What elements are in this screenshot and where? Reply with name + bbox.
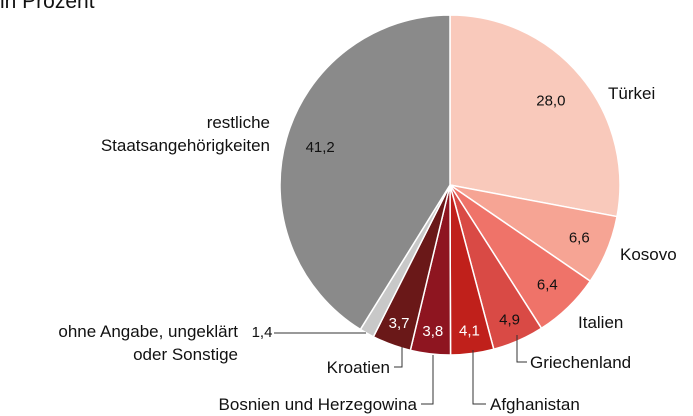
category-label: Afghanistan [490,394,580,414]
value-label: 3,7 [389,315,410,332]
category-label: Bosnien und Herzegowina [218,394,417,414]
value-label: 28,0 [536,92,565,109]
category-label: Kosovo [620,244,677,264]
value-label: 41,2 [306,139,335,156]
value-label: 4,9 [499,311,520,328]
leader-line [516,335,527,363]
value-label: 6,4 [537,277,558,294]
category-label: Kroatien [326,357,390,377]
value-label: 3,8 [422,323,443,340]
category-label: restliche Staatsangehörigkeiten [100,112,270,155]
category-label: ohne Angabe, ungeklärt oder Sonstige [58,321,238,364]
pie-slice [279,14,451,331]
category-label: Italien [578,312,624,332]
value-label: 6,6 [569,230,590,247]
chart-title: in Prozent [0,0,95,13]
value-label: 4,1 [459,323,480,340]
leader-line [421,355,434,405]
value-label: 1,4 [252,324,273,341]
category-label: Griechenland [530,352,632,372]
category-label: Türkei [608,83,656,103]
pie-slice [449,14,621,218]
leader-line [472,350,486,405]
leader-line [394,347,403,368]
